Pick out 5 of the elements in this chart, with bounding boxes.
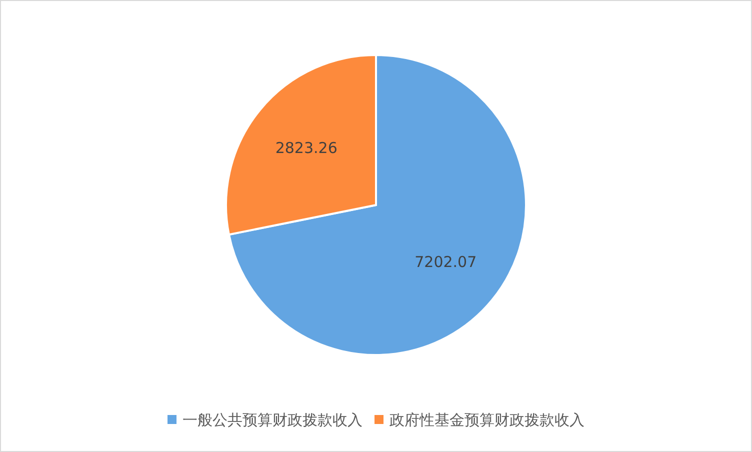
data-label: 2823.26 — [275, 138, 338, 157]
legend-label: 一般公共预算财政拨款收入 — [182, 411, 362, 429]
legend-label: 政府性基金预算财政拨款收入 — [390, 411, 584, 429]
pie-slice — [228, 54, 527, 356]
data-label: 7202.07 — [414, 253, 477, 272]
